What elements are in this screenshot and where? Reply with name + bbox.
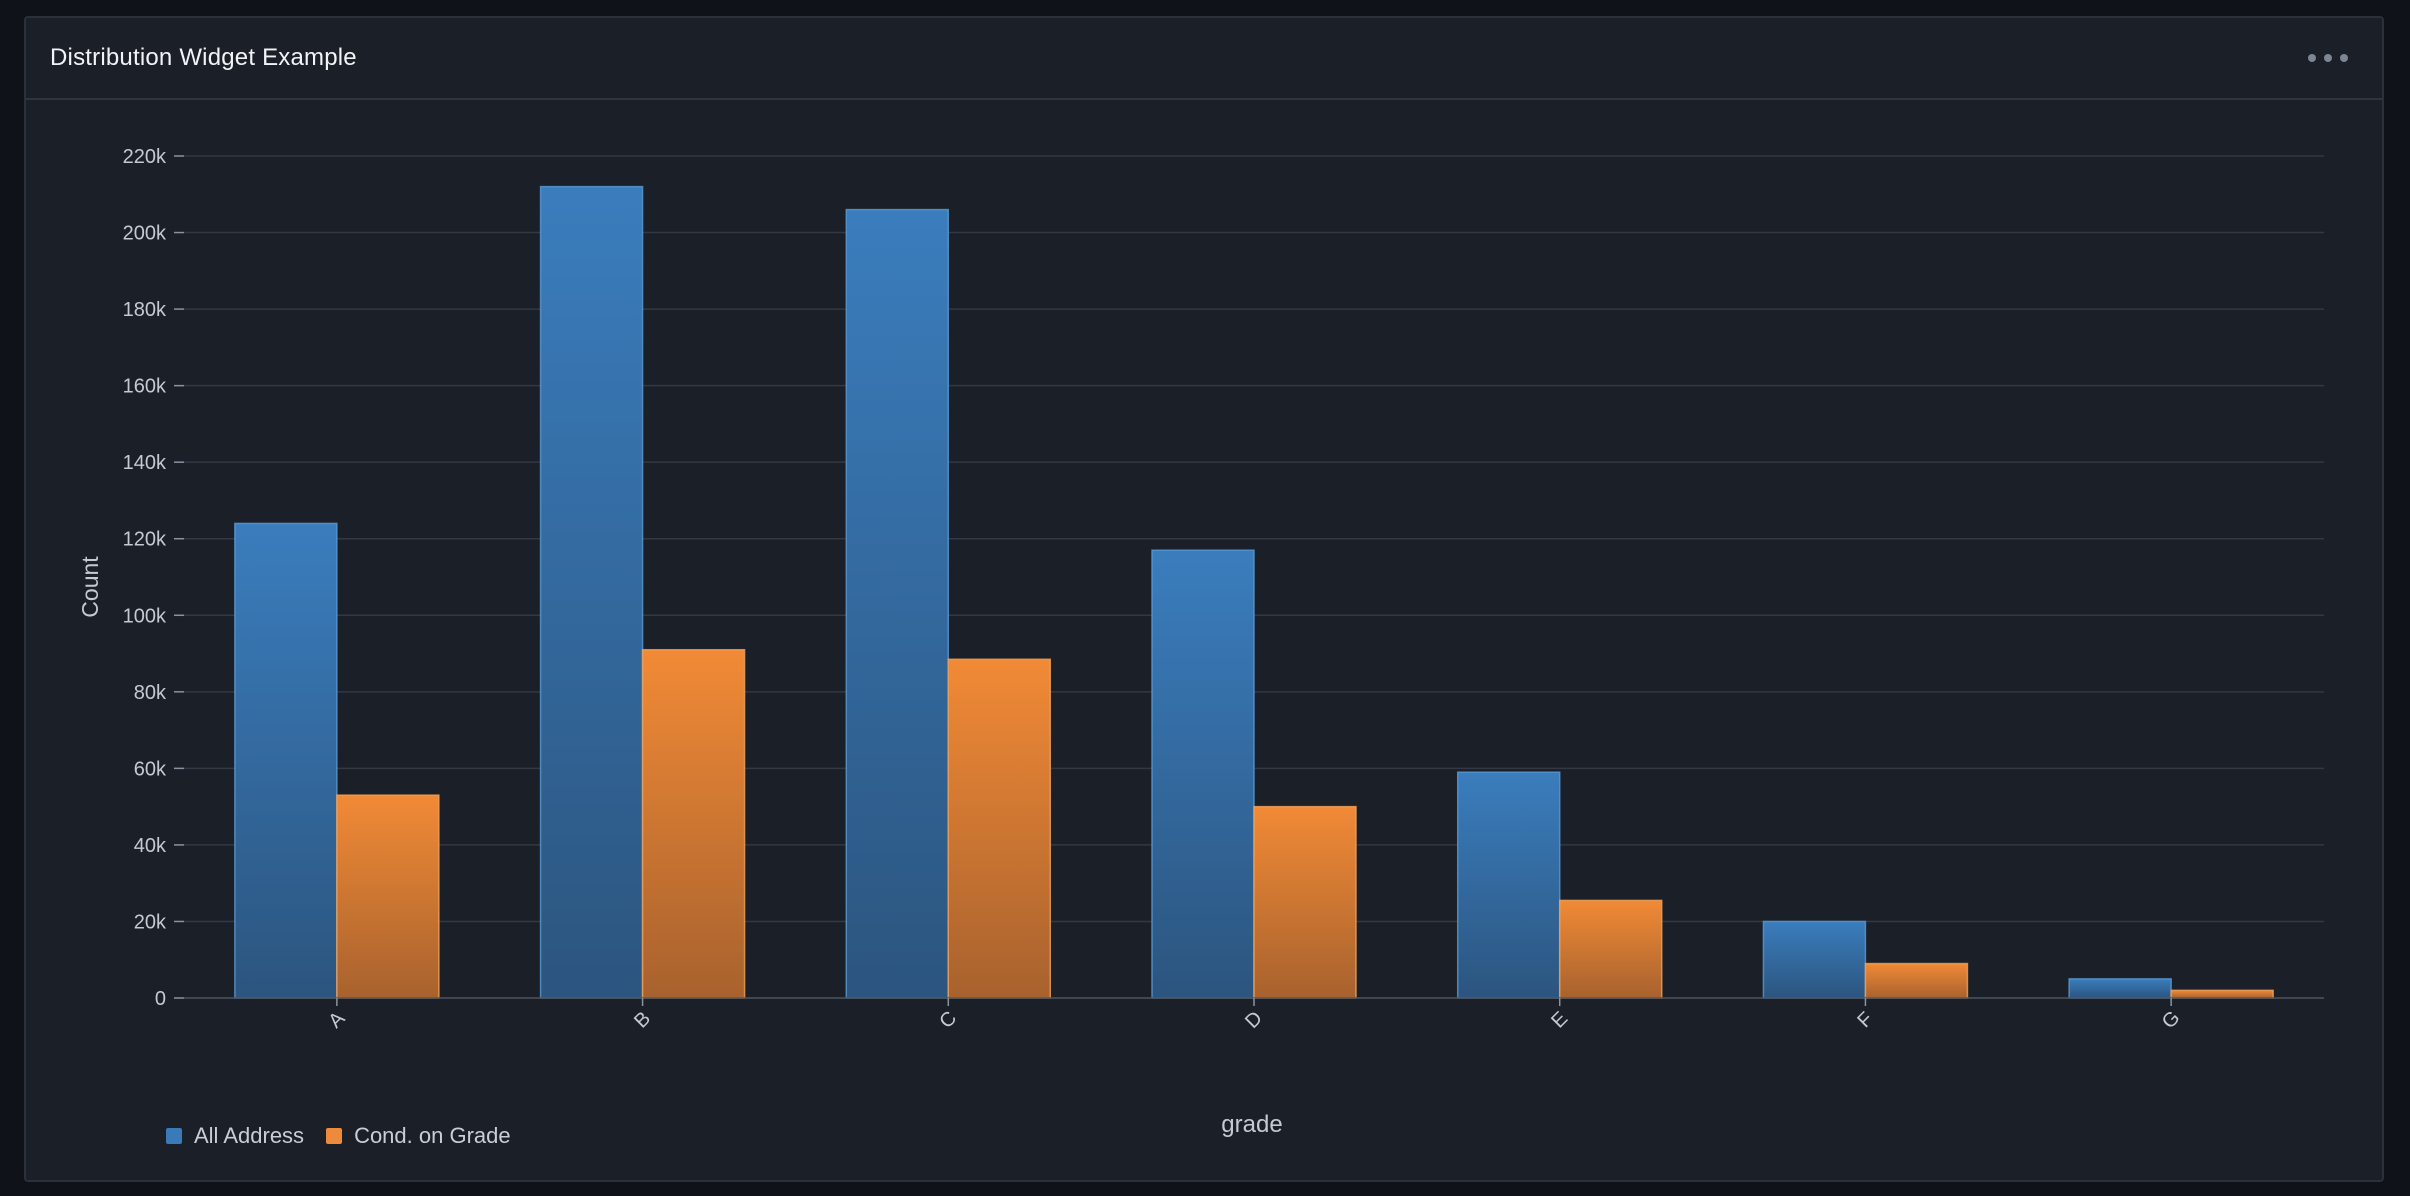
- bar-cond-on-grade-G: [2170, 989, 2274, 999]
- bar-all-address-D: [1151, 549, 1255, 999]
- x-tick-label: G: [2158, 1007, 2185, 1034]
- legend-label: Cond. on Grade: [354, 1123, 511, 1148]
- x-tick-label: D: [1241, 1007, 1267, 1033]
- bar-cond-on-grade-A: [336, 794, 440, 999]
- menu-dot: [2324, 54, 2332, 62]
- bar-all-address-E: [1456, 771, 1561, 999]
- x-tick-label: C: [935, 1007, 961, 1033]
- y-tick-label: 60k: [134, 758, 167, 780]
- legend-swatch-blue: [166, 1128, 182, 1144]
- bar-all-address-A: [234, 522, 338, 999]
- x-tick-label: A: [324, 1007, 349, 1032]
- y-tick-label: 180k: [123, 299, 167, 321]
- legend-item-all-address[interactable]: All Address: [166, 1123, 304, 1149]
- x-axis-label: grade: [1221, 1111, 1282, 1138]
- y-tick-label: 40k: [134, 835, 167, 857]
- widget-title: Distribution Widget Example: [50, 44, 357, 71]
- y-tick-label: 80k: [134, 682, 167, 704]
- bar-cond-on-grade-F: [1864, 962, 1969, 999]
- bar-all-address-B: [539, 185, 644, 999]
- y-tick-label: 140k: [123, 452, 167, 474]
- legend-item-cond-on-grade[interactable]: Cond. on Grade: [326, 1123, 511, 1149]
- legend-label: All Address: [194, 1123, 305, 1148]
- y-tick-label: 0: [155, 988, 166, 1010]
- bar-cond-on-grade-B: [641, 648, 746, 999]
- bar-all-address-F: [1762, 920, 1867, 999]
- bar-cond-on-grade-E: [1558, 899, 1663, 999]
- menu-dot: [2308, 54, 2316, 62]
- x-tick-label: E: [1547, 1008, 1572, 1033]
- legend: All Address Cond. on Grade: [166, 1123, 511, 1149]
- chart-area: 0 20k 40k 60k 80k 100k 120k 140k 160k 180k 200k 220…: [26, 102, 2386, 1182]
- x-tick-label: F: [1853, 1008, 1877, 1032]
- y-tick-label: 120k: [123, 529, 167, 551]
- y-tick-label: 200k: [123, 223, 167, 245]
- bar-cond-on-grade-D: [1253, 805, 1357, 999]
- x-tick-label: B: [630, 1008, 655, 1033]
- y-tick-label: 100k: [123, 605, 167, 627]
- y-tick-label: 220k: [123, 146, 167, 168]
- distribution-widget: Distribution Widget Example 0 20k 40k 60k 80…: [24, 16, 2384, 1182]
- widget-header: Distribution Widget Example: [26, 18, 2382, 100]
- bars: [234, 185, 2274, 999]
- bar-cond-on-grade-C: [947, 658, 1052, 999]
- more-options-icon[interactable]: [2308, 46, 2348, 70]
- bar-all-address-G: [2068, 978, 2172, 999]
- y-axis-label: Count: [77, 556, 103, 618]
- bar-chart: 0 20k 40k 60k 80k 100k 120k 140k 160k 180k 200k 220…: [77, 146, 2324, 1138]
- menu-dot: [2340, 54, 2348, 62]
- legend-swatch-orange: [326, 1128, 343, 1144]
- y-tick-label: 160k: [123, 376, 167, 398]
- y-tick-label: 20k: [134, 911, 167, 933]
- bar-all-address-C: [845, 208, 950, 999]
